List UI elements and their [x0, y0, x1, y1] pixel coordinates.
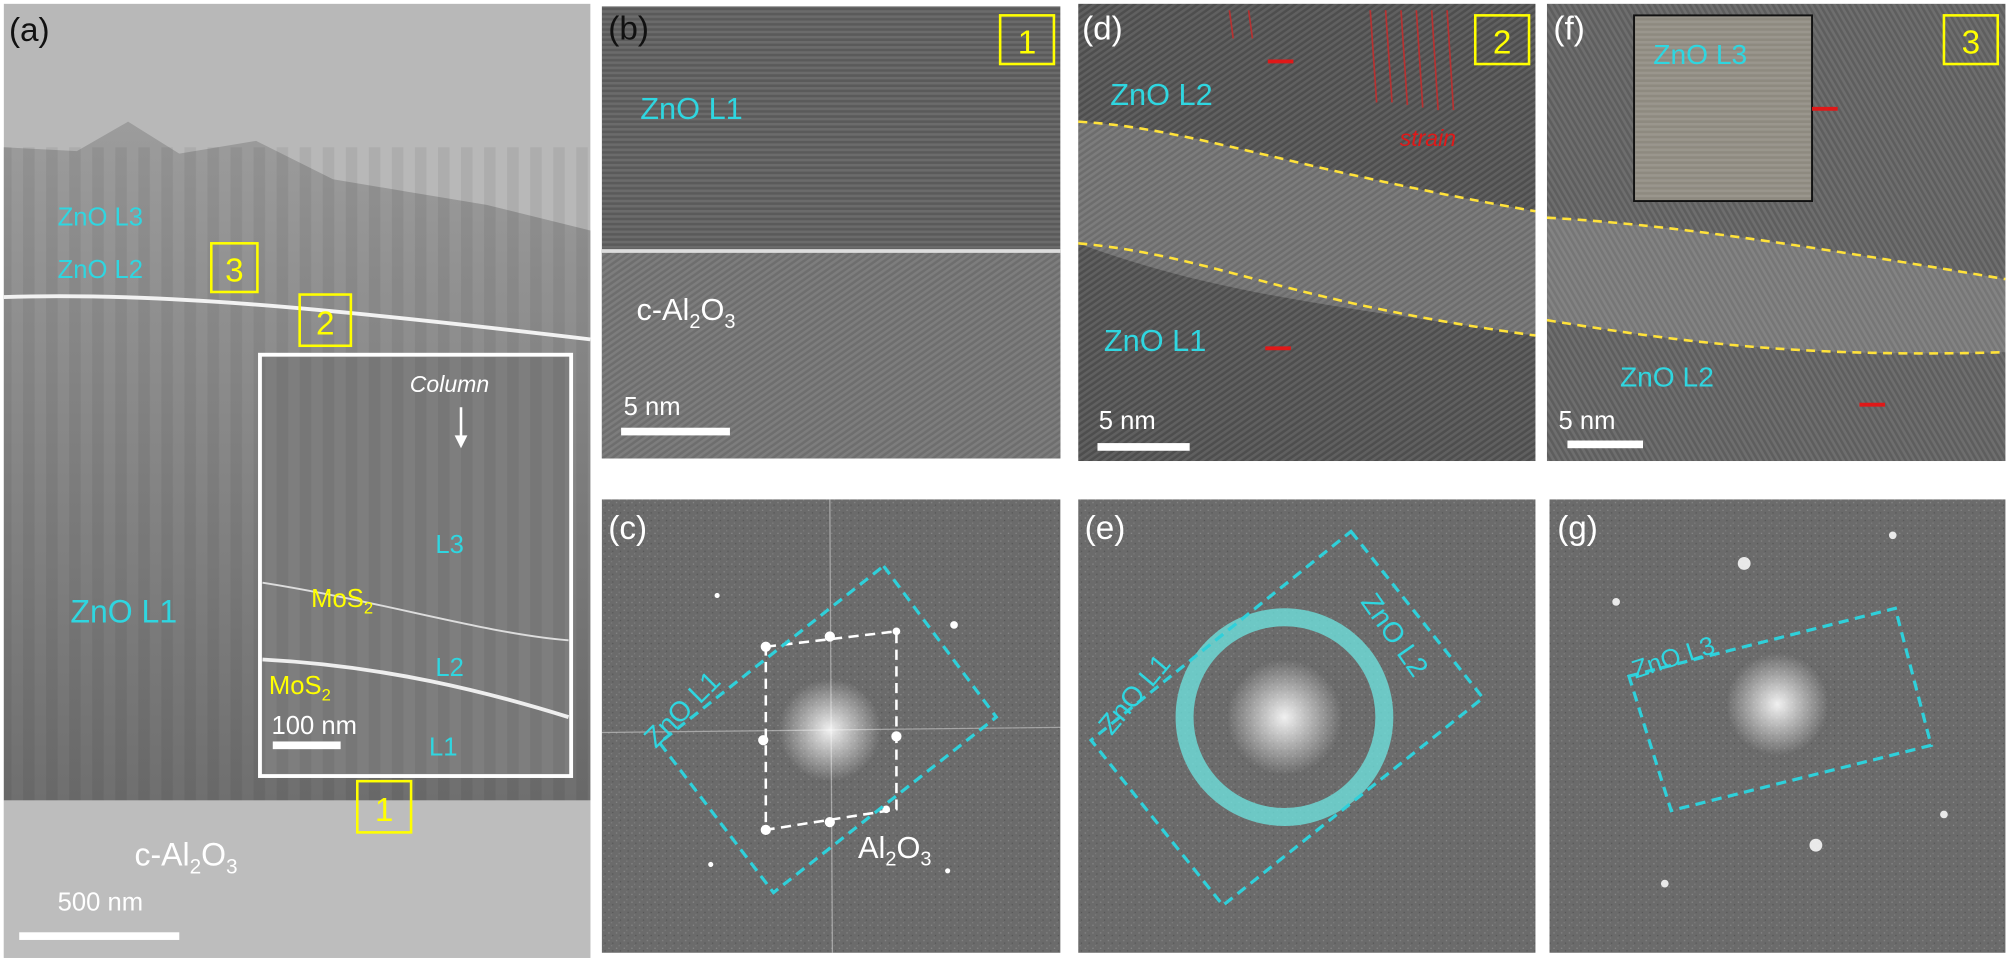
- inset-annotation: L3: [435, 531, 464, 559]
- panel-c-image: [601, 499, 1061, 953]
- scale-bar: [621, 427, 730, 436]
- annotation: ZnO L1: [1104, 323, 1206, 358]
- panel-label: (d): [1082, 11, 1123, 48]
- panel-label: (f): [1553, 11, 1584, 48]
- panel-g-image: [1549, 499, 2006, 953]
- inset-annotation: L2: [435, 654, 464, 682]
- region-marker-label: 3: [1962, 24, 1981, 61]
- scale-bar-label: 100 nm: [271, 712, 356, 740]
- scale-bar-label: 5 nm: [1558, 407, 1615, 435]
- annotation: c-Al2O3: [134, 837, 237, 879]
- inset-annotation: L1: [429, 734, 457, 762]
- scale-bar-label: 5 nm: [1099, 407, 1156, 435]
- panel-e-image: [1078, 499, 1536, 953]
- text-run: Column: [410, 371, 489, 397]
- region-marker: [210, 242, 259, 294]
- region-marker-label: 1: [375, 792, 394, 829]
- panel-d-image: [1078, 3, 1536, 462]
- text-run: O: [700, 292, 724, 327]
- annotation: ZnO L1: [640, 91, 742, 126]
- panel-a-image: [3, 3, 591, 958]
- text-run: L2: [435, 654, 464, 682]
- text-run: MoS: [269, 672, 322, 700]
- annotation: Al2O3: [858, 830, 931, 871]
- text-run: ZnO L2: [1110, 77, 1212, 112]
- annotation: ZnO L3: [1653, 38, 1747, 70]
- subscript: 2: [689, 311, 700, 333]
- region-marker: [998, 14, 1056, 66]
- text-run: Al: [858, 830, 885, 865]
- text-run: c-Al: [636, 292, 689, 327]
- text-run: L1: [429, 734, 457, 762]
- region-marker: [1473, 14, 1531, 66]
- scale-bar: [1567, 440, 1644, 449]
- subscript: 3: [724, 311, 735, 333]
- annotation: ZnO L2: [1110, 77, 1212, 112]
- scale-bar: [272, 741, 341, 750]
- inset-annotation: Column: [410, 371, 489, 397]
- text-run: ZnO L1: [1104, 323, 1206, 358]
- region-marker: [1942, 14, 2000, 66]
- region-marker-label: 2: [1493, 24, 1512, 61]
- panel-f-image: [1546, 3, 2006, 462]
- scale-bar-label: 500 nm: [58, 889, 143, 917]
- text-run: ZnO L2: [58, 256, 143, 284]
- annotation: ZnO L1: [70, 593, 177, 629]
- text-run: O: [201, 837, 226, 873]
- panel-b-image: [601, 6, 1061, 459]
- text-run: ZnO L1: [640, 91, 742, 126]
- scale-bar-label: 5 nm: [624, 393, 681, 421]
- subscript: 2: [364, 598, 373, 617]
- panel-label: (c): [608, 510, 647, 547]
- region-marker: [356, 779, 413, 834]
- annotation: ZnO L2: [1620, 361, 1714, 393]
- text-run: L3: [435, 531, 464, 559]
- text-run: c-Al: [134, 837, 189, 873]
- annotation: c-Al2O3: [636, 292, 735, 333]
- scale-bar: [19, 932, 180, 940]
- subscript: 2: [190, 856, 202, 879]
- panel-label: (b): [608, 11, 649, 48]
- panel-label: (e): [1085, 510, 1126, 547]
- subscript: 3: [920, 849, 931, 871]
- annotation: ZnO L2: [58, 256, 143, 284]
- annotation: strain: [1400, 125, 1456, 151]
- text-run: ZnO L2: [1620, 361, 1714, 393]
- region-marker-label: 3: [225, 252, 244, 289]
- panel-label: (a): [9, 12, 50, 49]
- inset-annotation: MoS2: [269, 672, 331, 704]
- subscript: 2: [322, 685, 331, 704]
- subscript: 2: [885, 849, 896, 871]
- subscript: 3: [226, 856, 238, 879]
- text-run: ZnO L3: [58, 203, 143, 231]
- region-marker-label: 1: [1018, 24, 1037, 61]
- text-run: ZnO L1: [70, 593, 177, 629]
- region-marker: [298, 293, 353, 348]
- text-run: O: [896, 830, 920, 865]
- text-run: strain: [1400, 125, 1456, 151]
- text-run: MoS: [311, 585, 364, 613]
- annotation: ZnO L3: [58, 203, 143, 231]
- panel-label: (g): [1557, 510, 1598, 547]
- text-run: ZnO L3: [1653, 38, 1747, 70]
- scale-bar: [1097, 443, 1190, 451]
- inset-annotation: MoS2: [311, 585, 373, 617]
- region-marker-label: 2: [316, 305, 335, 342]
